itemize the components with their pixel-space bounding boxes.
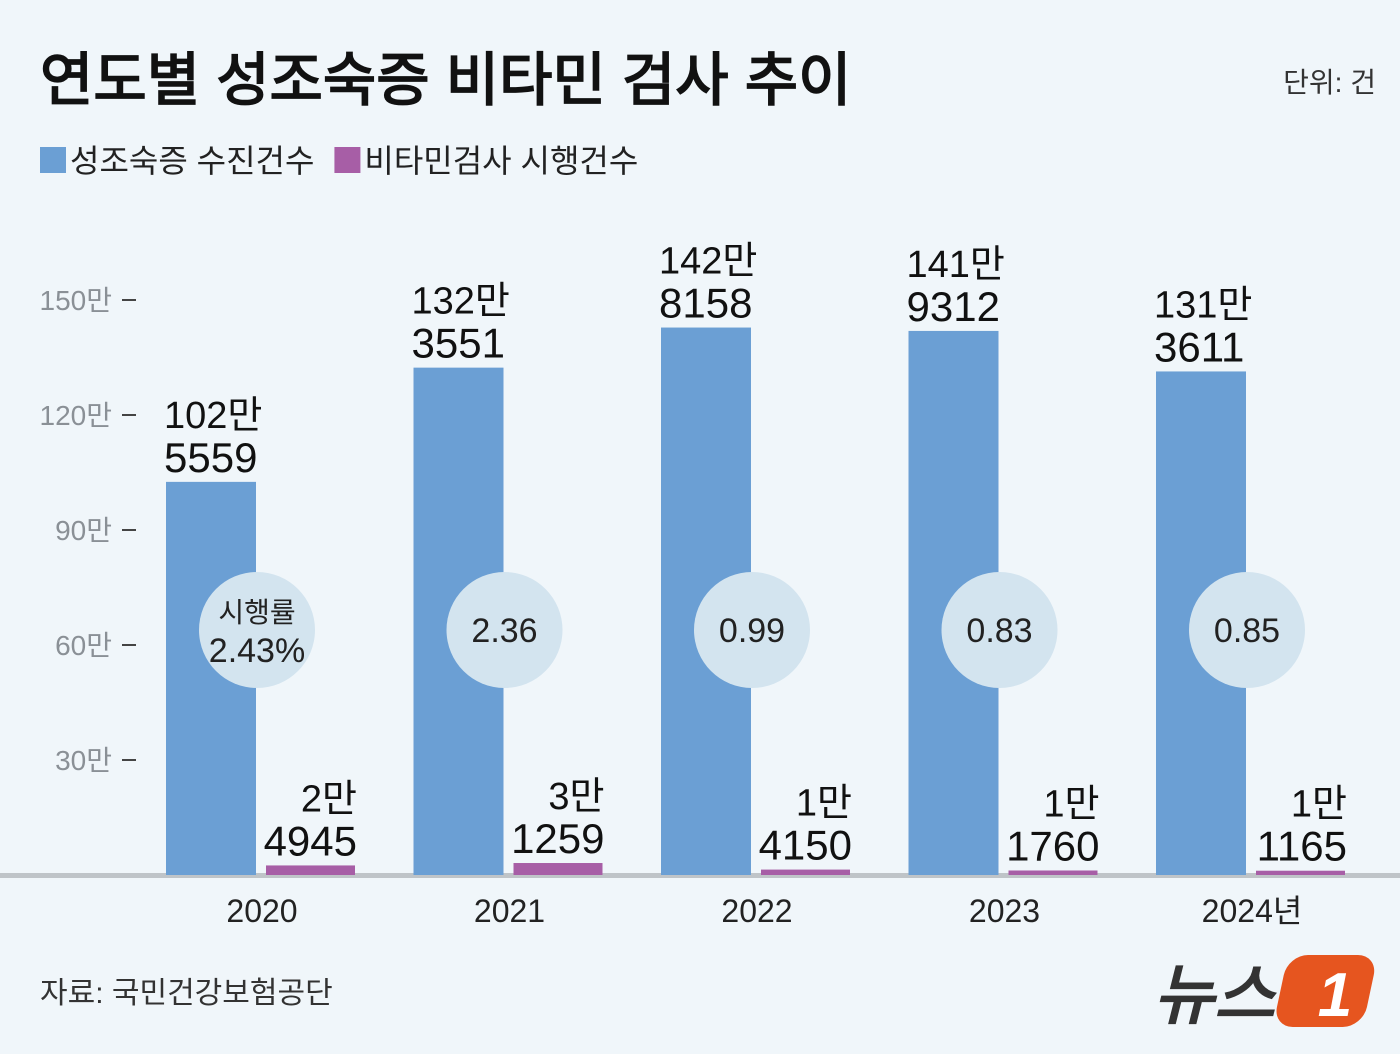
unit: 단위: 건 [1283, 67, 1376, 98]
value-label: 1165 [1257, 823, 1347, 870]
rate-circle [694, 572, 810, 688]
value-label: 102만 [164, 395, 262, 437]
x-tick-label: 2023 [969, 893, 1040, 929]
value-label: 4150 [759, 822, 852, 869]
value-label: 5559 [164, 434, 257, 481]
value-label: 1만 [796, 783, 852, 825]
x-tick-label: 2020 [226, 893, 297, 929]
legend-swatch [334, 147, 361, 173]
logo-text: 뉴스 [1154, 958, 1278, 1032]
bar [761, 869, 850, 875]
value-label: 141만 [907, 244, 1005, 286]
value-label: 131만 [1154, 284, 1252, 326]
rate-circle [199, 572, 315, 688]
source: 자료: 국민건강보험공단 [40, 977, 333, 1010]
bar [513, 863, 603, 875]
x-tick-label: 2022 [721, 893, 792, 929]
value-label: 1760 [1006, 822, 1099, 869]
rate-title: 시행률 [218, 597, 295, 628]
rate-label: 0.99 [719, 612, 785, 650]
value-label: 4945 [264, 817, 357, 864]
legend-label: 비타민검사 시행건수 [364, 143, 638, 179]
rate-label: 0.83 [966, 612, 1032, 650]
logo-number: 1 [1318, 961, 1352, 1030]
bar [1256, 870, 1345, 875]
value-label: 8158 [659, 280, 752, 327]
baseline [0, 873, 1400, 878]
rate-circle [446, 572, 563, 688]
y-tick-label: 60만 [55, 630, 112, 661]
value-label: 3만 [548, 776, 604, 818]
value-label: 2만 [301, 778, 357, 820]
value-label: 1만 [1043, 783, 1099, 825]
x-tick-label: 2024년 [1202, 893, 1303, 929]
value-label: 3551 [412, 320, 505, 367]
y-tick-label: 90만 [55, 515, 112, 546]
value-label: 3611 [1154, 323, 1244, 370]
y-tick-label: 30만 [55, 745, 112, 776]
y-tick-label: 150만 [40, 285, 112, 316]
value-label: 1만 [1291, 784, 1347, 826]
legend-label: 성조숙증 수진건수 [70, 143, 314, 179]
y-tick-label: 120만 [40, 400, 112, 431]
chart-title: 연도별 성조숙증 비타민 검사 추이 [40, 48, 852, 113]
value-label: 1259 [511, 815, 604, 862]
rate-circle [941, 572, 1058, 688]
bar [266, 865, 355, 875]
value-label: 132만 [412, 281, 510, 323]
rate-label: 2.36 [471, 612, 537, 650]
value-label: 142만 [659, 241, 757, 283]
rate-circle [1189, 572, 1305, 688]
logo-badge [1276, 955, 1375, 1027]
x-tick-label: 2021 [474, 893, 545, 929]
bar [1008, 870, 1098, 875]
rate-label: 2.43% [209, 632, 305, 670]
legend-swatch [40, 147, 66, 173]
rate-label: 0.85 [1214, 612, 1280, 650]
value-label: 9312 [907, 283, 1000, 330]
